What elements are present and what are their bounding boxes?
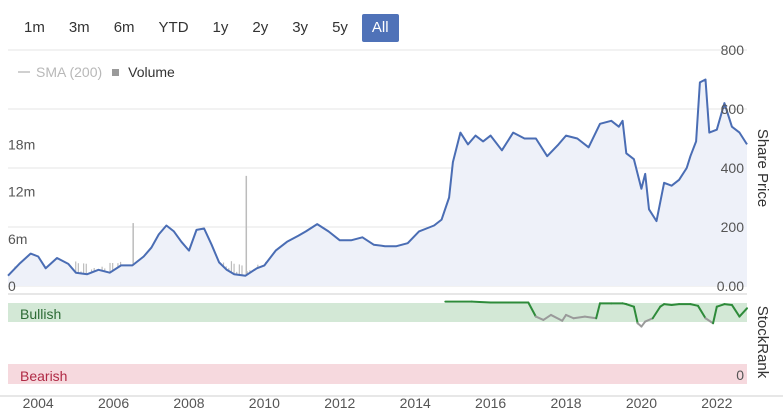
stockrank-segment [670,303,681,306]
stockrank-segment [712,305,718,325]
x-tick-label: 2014 [400,395,431,411]
x-tick-label: 2016 [475,395,506,411]
stockrank-segment [470,300,492,304]
range-selector: 1m 3m 6m YTD 1y 2y 3y 5y All [14,14,403,44]
x-tick-label: 2018 [550,395,581,411]
bearish-label: Bearish [20,368,67,384]
stockrank-segment [696,304,707,320]
sma-line-swatch [18,71,30,73]
stockrank-segment [689,303,699,307]
stockrank-segment [561,313,568,322]
stockrank-tick-label: 0 [736,367,744,383]
stockrank-segment [651,305,662,320]
price-area [8,79,747,286]
stockrank-segment [625,303,635,308]
x-tick-label: 2020 [626,395,657,411]
legend-volume-label: Volume [128,64,175,80]
x-tick-label: 2008 [173,395,204,411]
stockrank-segment [715,303,726,308]
stockrank-segment [549,313,564,322]
legend-sma[interactable]: SMA (200) [18,64,102,80]
stockrank-segment [738,307,748,318]
stockrank-segment [723,303,733,306]
price-tick-label: 200 [721,219,745,235]
stockrank-segment [644,317,654,323]
axes: 2004 2006 2008 2010 2012 2014 2016 2018 2020 2022… [8,42,771,411]
stockrank-segment [583,315,598,320]
stockrank-segment [663,303,673,306]
x-tick-label: 2010 [249,395,280,411]
bullish-band [8,303,747,322]
share-price-axis-title: Share Price [754,129,771,207]
stockrank-segment [704,317,715,325]
bullish-label: Bullish [20,306,61,322]
price-series [7,78,748,286]
range-button-ytd[interactable]: YTD [158,19,189,36]
stockrank-segment [595,302,601,320]
range-button-6m[interactable]: 6m [113,19,135,36]
price-tick-label: 600 [721,101,745,117]
volume-swatch [112,68,120,76]
legend: SMA (200) Volume [18,64,175,80]
stockrank-series [444,300,748,328]
range-button-3m[interactable]: 3m [68,19,90,36]
volume-bar [132,223,134,286]
range-button-3y[interactable]: 3y [292,19,309,36]
range-button-5y[interactable]: 5y [332,19,348,36]
x-tick-label: 2022 [701,395,732,411]
price-tick-label: 0.00 [717,278,744,294]
stockrank-segment [534,315,545,321]
stockrank-segment [640,320,647,328]
x-tick-label: 2006 [98,395,129,411]
volume-tick-label: 12m [8,184,35,200]
volume-tick-label: 0 [8,278,16,294]
stockrank-axis-title: StockRank [754,306,771,379]
price-line [7,78,748,277]
range-button-1y[interactable]: 1y [212,19,229,36]
price-tick-label: 800 [721,42,745,58]
price-tick-label: 400 [721,160,745,176]
volume-tick-label: 18m [8,136,35,152]
stockrank-segment [572,315,586,320]
volume-tick-label: 6m [8,231,27,247]
x-tick-label: 2004 [23,395,54,411]
stockrank-segment [527,301,537,318]
stockrank-segment [542,313,552,321]
stockrank-segment [730,303,741,318]
stockrank-segment [565,313,575,320]
range-button-1m[interactable]: 1m [24,19,45,36]
legend-sma-label: SMA (200) [36,64,103,80]
x-tick-label: 2012 [324,395,355,411]
stockrank-bands: Bullish Bearish [8,303,747,384]
range-button-all[interactable]: All [361,14,399,42]
range-button-2y[interactable]: 2y [252,19,269,36]
legend-volume[interactable]: Volume [112,64,175,80]
volume-bar [245,175,248,286]
bearish-band [8,364,747,384]
stockrank-segment [632,305,639,325]
